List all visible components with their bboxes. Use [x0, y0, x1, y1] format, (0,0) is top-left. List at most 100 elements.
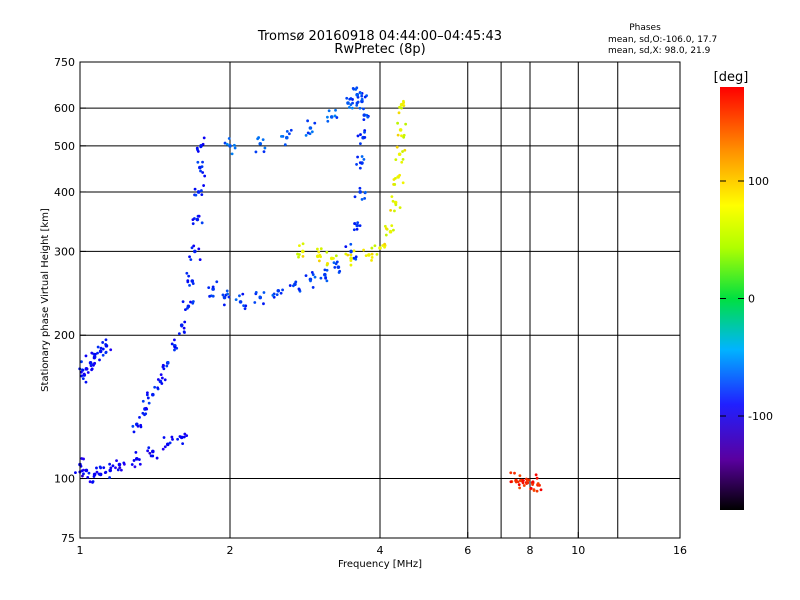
echo-point	[176, 437, 180, 441]
echo-point	[201, 160, 204, 164]
echo-point	[223, 141, 227, 145]
echo-point	[79, 370, 83, 374]
echo-point	[349, 97, 353, 100]
echo-point	[354, 255, 358, 259]
echo-point	[211, 294, 215, 298]
y-tick-label: 750	[54, 56, 75, 69]
echo-point	[99, 346, 103, 350]
phases-title: Phases	[629, 23, 661, 33]
echo-point	[183, 331, 186, 334]
echo-point	[402, 135, 406, 139]
echo-point	[258, 295, 262, 299]
echo-point	[400, 160, 404, 164]
echo-point	[285, 129, 289, 133]
echo-point	[193, 187, 197, 191]
echo-point	[517, 483, 521, 487]
echo-point	[189, 300, 192, 304]
echo-point	[238, 294, 241, 298]
x-tick-label: 8	[527, 544, 534, 557]
echo-point	[298, 253, 301, 256]
echo-point	[358, 224, 362, 228]
echo-point	[349, 256, 353, 261]
echo-point	[82, 372, 86, 376]
echo-point	[81, 377, 85, 381]
echo-point	[90, 363, 94, 366]
echo-point	[207, 286, 211, 290]
echo-point	[534, 473, 538, 477]
echo-point	[518, 479, 522, 482]
echo-point	[532, 489, 536, 492]
echo-point	[527, 478, 531, 482]
echo-point	[222, 303, 226, 307]
echo-point	[98, 473, 102, 476]
echo-point	[319, 247, 323, 251]
echo-point	[199, 189, 203, 192]
x-tick-label: 10	[571, 544, 585, 557]
chart-title: Tromsø 20160918 04:44:00–04:45:43	[257, 29, 502, 44]
echo-point	[92, 475, 96, 478]
echo-point	[197, 247, 201, 251]
echo-point	[161, 447, 165, 451]
echo-point	[211, 285, 215, 289]
echo-point	[254, 150, 258, 154]
echo-point	[395, 145, 399, 149]
echo-point	[401, 150, 404, 153]
x-tick-label: 2	[227, 544, 234, 557]
echo-point	[258, 141, 263, 146]
echo-point	[390, 195, 394, 198]
echo-point	[202, 136, 206, 140]
echo-point	[353, 195, 357, 199]
echo-point	[166, 360, 170, 364]
echo-point	[226, 292, 230, 296]
echo-point	[319, 255, 322, 259]
echo-point	[316, 247, 319, 251]
echo-point	[102, 466, 106, 470]
echo-point	[108, 468, 113, 473]
echo-point	[363, 136, 367, 139]
phase-o-stats: mean, sd,O:-106.0, 17.7	[608, 35, 717, 45]
echo-point	[349, 263, 353, 267]
echo-point	[108, 462, 112, 466]
echo-point	[384, 233, 388, 237]
echo-point	[354, 87, 358, 91]
echo-point	[352, 256, 356, 260]
trace-x-mode-f-trace	[296, 99, 408, 267]
echo-point	[334, 108, 337, 112]
echo-point	[234, 298, 238, 302]
echo-point	[208, 294, 212, 298]
echo-point	[98, 358, 101, 362]
echo-point	[198, 258, 202, 262]
echo-point	[241, 292, 245, 296]
colorbar-tick-label: 0	[748, 293, 755, 306]
echo-point	[522, 484, 526, 487]
echo-point	[301, 249, 305, 254]
echo-point	[232, 143, 236, 147]
echo-point	[304, 133, 308, 137]
echo-point	[184, 308, 187, 312]
echo-point	[262, 302, 265, 306]
echo-point	[170, 435, 174, 439]
echo-point	[362, 248, 366, 252]
echo-point	[391, 199, 395, 203]
trace-sporadic-echo	[509, 471, 543, 493]
echo-point	[95, 466, 98, 470]
echo-point	[356, 155, 359, 159]
echo-point	[262, 150, 266, 154]
echo-point	[134, 457, 139, 461]
echo-point	[85, 367, 89, 371]
y-axis-label: Stationary phase Virtual Height [km]	[40, 208, 51, 392]
echo-point	[393, 209, 396, 213]
echo-point	[254, 290, 258, 294]
echo-point	[349, 253, 353, 257]
echo-point	[96, 345, 100, 349]
echo-point	[289, 128, 293, 132]
echo-point	[276, 288, 281, 293]
echo-point	[197, 214, 201, 218]
echo-point	[327, 109, 331, 113]
echo-point	[95, 470, 99, 474]
y-tick-label: 75	[61, 532, 75, 545]
echo-point	[119, 468, 123, 472]
echo-point	[163, 445, 167, 449]
echo-point	[189, 258, 193, 262]
echo-point	[183, 432, 187, 436]
